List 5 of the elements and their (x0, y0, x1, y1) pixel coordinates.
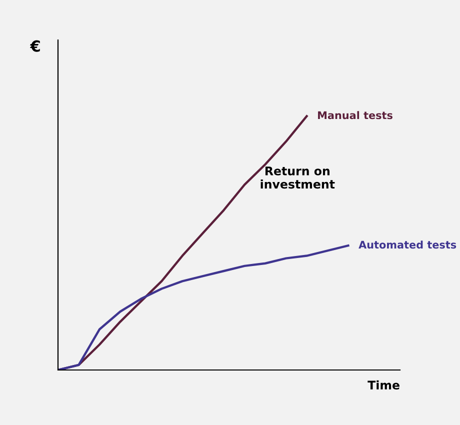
series-label: Manual tests (318, 111, 392, 120)
annotation: Return on investment (260, 166, 335, 189)
x-axis-title: Time (368, 380, 400, 390)
series-label: Automated tests (358, 240, 456, 249)
y-axis-title: € (30, 40, 40, 52)
